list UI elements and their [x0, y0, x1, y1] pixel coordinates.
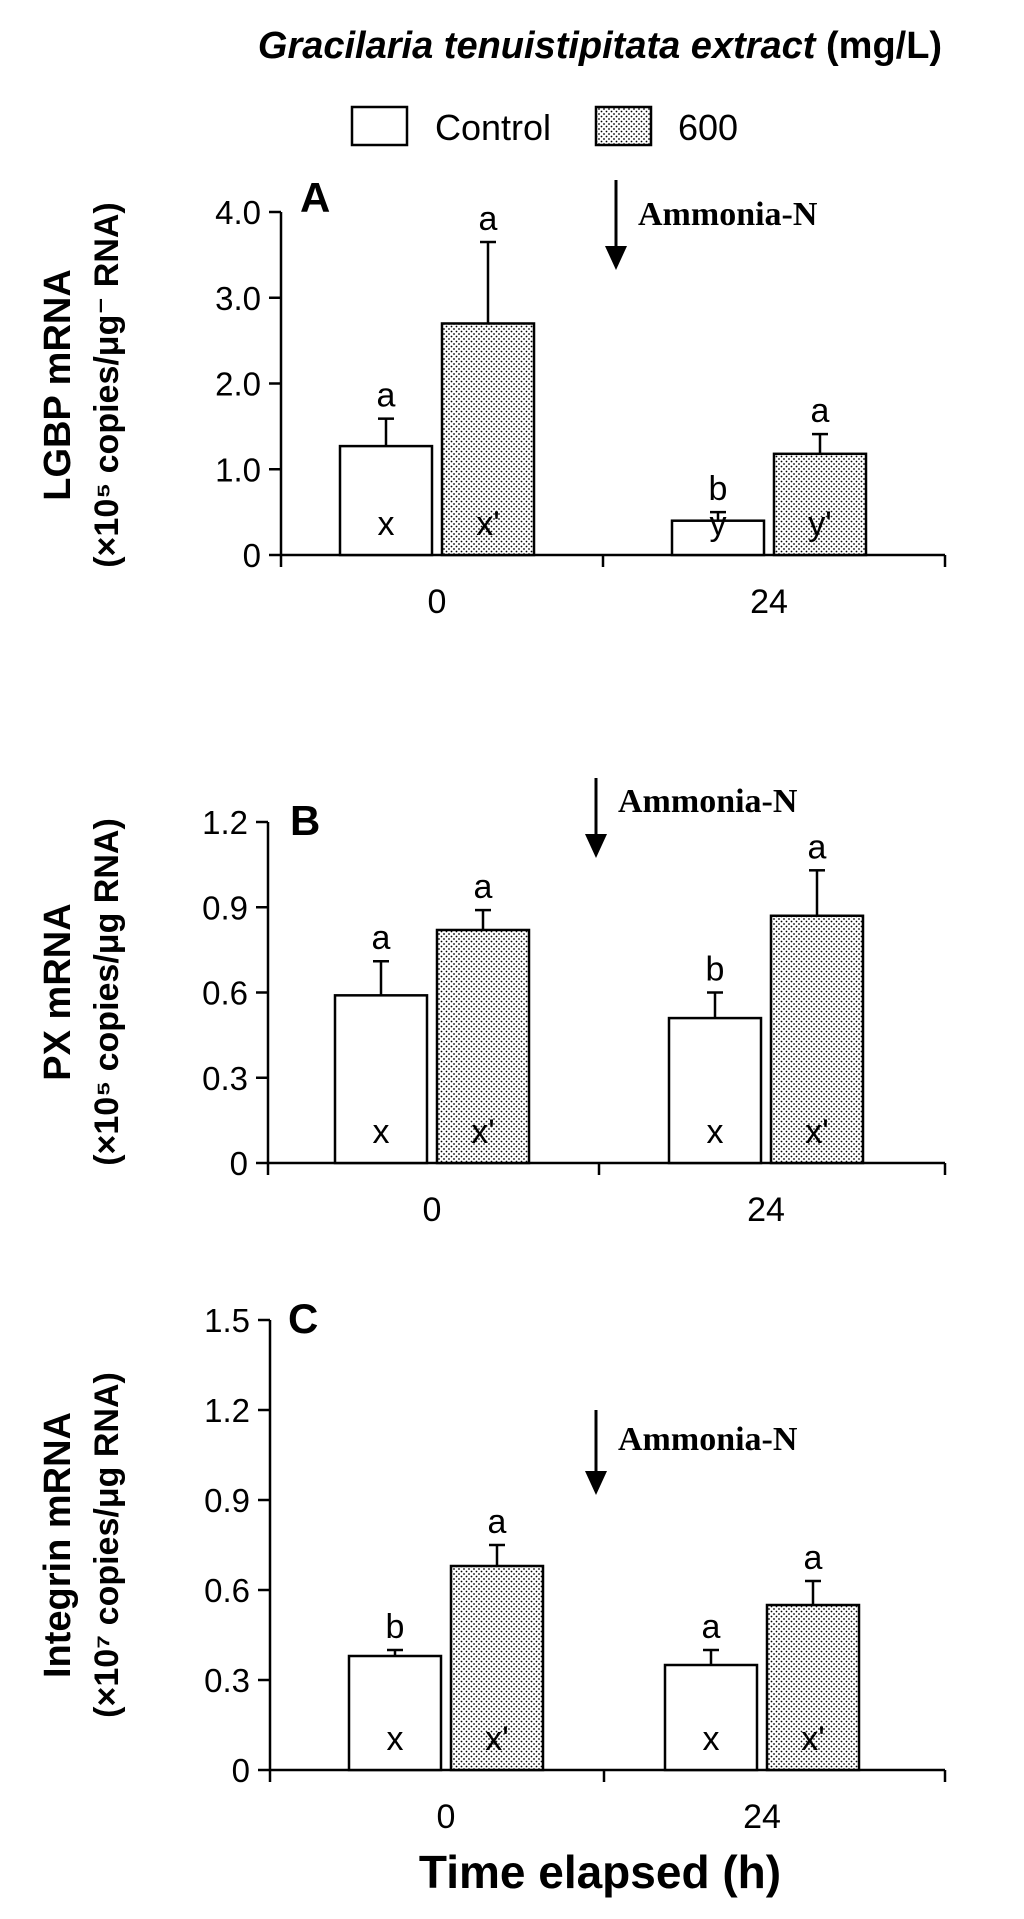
bar-inner-letter: x [387, 1720, 404, 1758]
significance-letter: a [702, 1608, 721, 1646]
bar-inner-letter: x' [485, 1720, 509, 1758]
bar-inner-letter: y' [808, 505, 832, 543]
bar-control [333, 994, 429, 1165]
panel-label: B [290, 797, 320, 844]
arrow-label: Ammonia-N [618, 783, 798, 820]
bar-600 [440, 322, 536, 557]
bar-600 [769, 914, 865, 1165]
figure-title: Gracilaria tenuistipitata extract (mg/L) [258, 25, 942, 67]
y-tick-label: 1.2 [204, 1392, 250, 1429]
bar-600 [435, 928, 531, 1165]
legend-swatch-600 [594, 105, 653, 147]
bar-inner-letter: x [703, 1720, 720, 1758]
y-tick-label: 2.0 [215, 366, 261, 403]
panels: LGBP mRNA (×10⁵ copies/μg⁻ RNA) 0 1.0 2.0 3.0… [37, 174, 947, 1836]
significance-letter: a [811, 392, 830, 430]
y-axis-label-main: LGBP mRNA [37, 269, 79, 501]
panel-c: Integrin mRNA (×10⁷ copies/μg RNA) 0 0.3 0.6… [37, 1295, 947, 1836]
significance-letter: b [706, 951, 725, 989]
significance-letter: a [808, 828, 827, 866]
figure-title-unit: (mg/L) [815, 25, 942, 67]
y-tick-label: 1.0 [215, 451, 261, 488]
bar-600 [449, 1564, 545, 1772]
y-axis-label-unit: (×10⁷ copies/μg RNA) [88, 1372, 126, 1718]
significance-letter: b [386, 1608, 405, 1646]
y-axis-label-main: PX mRNA [37, 903, 79, 1080]
arrow-label: Ammonia-N [638, 196, 818, 233]
x-tick-label: 0 [428, 583, 447, 621]
y-tick-label: 0 [243, 537, 261, 574]
bar-inner-letter: x [707, 1113, 724, 1151]
bar-inner-letter: x' [476, 505, 500, 543]
panel-b: PX mRNA (×10⁵ copies/μg RNA) 0 0.3 0.6 0.9 1.2… [37, 778, 947, 1229]
y-axis-label: LGBP mRNA (×10⁵ copies/μg⁻ RNA) [37, 202, 126, 568]
y-tick-label: 0.9 [204, 1482, 250, 1519]
arrow-down-icon [605, 246, 627, 270]
bar-inner-letter: x [373, 1113, 390, 1151]
panel-a: LGBP mRNA (×10⁵ copies/μg⁻ RNA) 0 1.0 2.0 3.0… [37, 174, 947, 621]
y-tick-label: 0.9 [202, 889, 248, 926]
x-tick-label: 24 [750, 583, 788, 621]
legend-label-600: 600 [678, 107, 738, 148]
x-tick-label: 0 [437, 1798, 456, 1836]
panel-label: A [300, 174, 330, 221]
y-tick-label: 4.0 [215, 194, 261, 231]
bar-600 [772, 452, 868, 557]
legend: Control 600 [350, 105, 738, 148]
bar-control [663, 1663, 759, 1772]
y-tick-label: 0.3 [204, 1662, 250, 1699]
legend-swatch-control [350, 105, 409, 147]
y-axis-label: PX mRNA (×10⁵ copies/μg RNA) [37, 818, 126, 1166]
significance-letter: a [479, 200, 498, 238]
y-axis-label-unit: (×10⁵ copies/μg⁻ RNA) [88, 202, 126, 568]
significance-letter: a [488, 1503, 507, 1541]
significance-letter: a [804, 1539, 823, 1577]
significance-letter: b [709, 470, 728, 508]
significance-letter: a [372, 919, 391, 957]
bar-600 [765, 1603, 861, 1772]
y-axis-label-main: Integrin mRNA [37, 1412, 79, 1678]
x-tick-label: 24 [747, 1191, 785, 1229]
bar-inner-letter: x [378, 505, 395, 543]
bar-inner-letter: y [710, 505, 727, 543]
figure-title-species: Gracilaria tenuistipitata extract [258, 25, 817, 67]
y-tick-label: 0.3 [202, 1060, 248, 1097]
significance-letter: a [474, 868, 493, 906]
significance-letter: a [377, 377, 396, 415]
y-tick-label: 0 [230, 1145, 248, 1182]
y-axis-label: Integrin mRNA (×10⁷ copies/μg RNA) [37, 1372, 126, 1718]
bar-control [667, 1016, 763, 1165]
legend-label-control: Control [435, 107, 551, 148]
y-tick-label: 0.6 [204, 1572, 250, 1609]
x-axis-label: Time elapsed (h) [419, 1846, 781, 1898]
arrow-down-icon [585, 1471, 607, 1495]
bar-inner-letter: x' [805, 1113, 829, 1151]
y-tick-label: 1.5 [204, 1302, 250, 1339]
y-tick-label: 3.0 [215, 280, 261, 317]
y-tick-label: 0 [232, 1752, 250, 1789]
x-tick-label: 0 [423, 1191, 442, 1229]
arrow-label: Ammonia-N [618, 1421, 798, 1458]
x-tick-label: 24 [743, 1798, 781, 1836]
y-tick-label: 1.2 [202, 804, 248, 841]
bar-inner-letter: x' [801, 1720, 825, 1758]
y-tick-label: 0.6 [202, 975, 248, 1012]
y-axis-label-unit: (×10⁵ copies/μg RNA) [88, 818, 126, 1166]
bar-inner-letter: x' [471, 1113, 495, 1151]
panel-label: C [288, 1295, 318, 1342]
arrow-down-icon [585, 834, 607, 858]
